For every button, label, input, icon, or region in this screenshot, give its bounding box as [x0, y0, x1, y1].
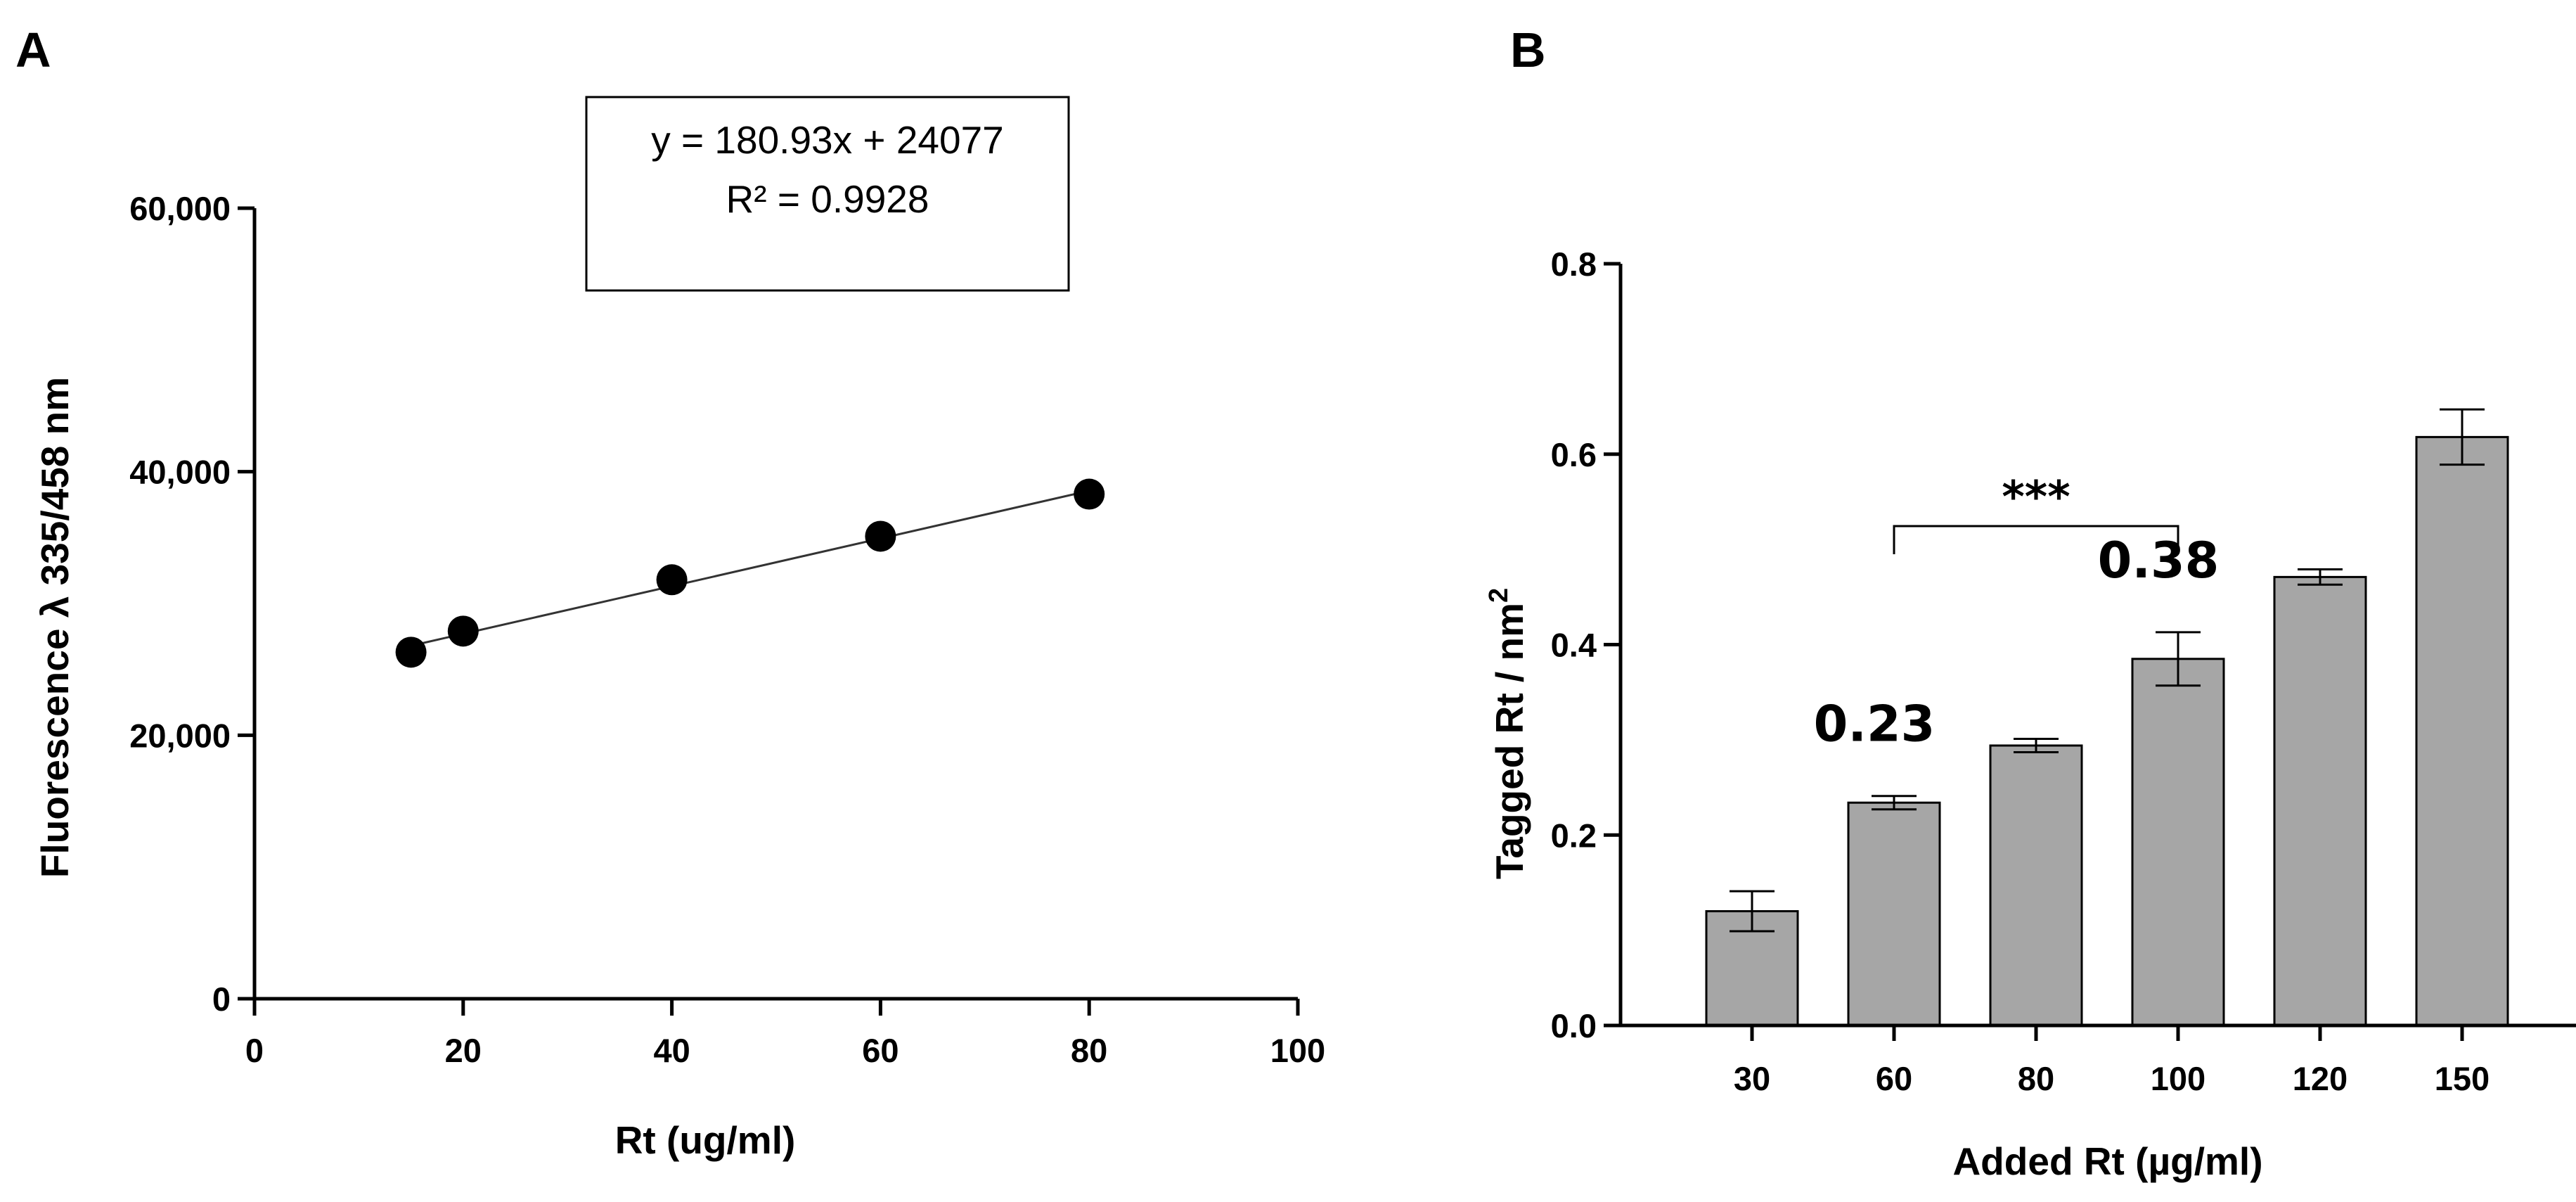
significance-bracket	[1893, 525, 2179, 554]
chart-a-x-tick-label: 20	[445, 1032, 482, 1069]
bar	[2131, 658, 2225, 1027]
panel-a-label: A	[15, 23, 51, 77]
chart-b-x-tick-label: 150	[2435, 1060, 2490, 1097]
chart-b: Tagged Rt / nm2 Added Rt (µg/ml) 30 60 80 1…	[1484, 245, 2576, 1183]
chart-b-x-tick-label: 60	[1876, 1060, 1912, 1097]
chart-a-x-tick-label: 0	[245, 1032, 264, 1069]
chart-a-x-tick-label: 80	[1071, 1032, 1107, 1069]
chart-b-y-tick-label: 0.2	[1551, 817, 1597, 854]
chart-b-y-axis-title: Tagged Rt / nm2	[1484, 588, 1531, 879]
chart-a-x-tick-label: 60	[862, 1032, 899, 1069]
chart-a: y = 180.93x + 24077 R² = 0.9928 Fluoresc…	[33, 96, 1325, 1162]
chart-b-x-tick-label: 100	[2151, 1060, 2205, 1097]
chart-b-y-axis-title-sup: 2	[1484, 588, 1514, 603]
bar-value-annotation: 0.38	[2098, 532, 2220, 589]
chart-b-x-tick-label: 30	[1734, 1060, 1770, 1097]
bar	[1847, 801, 1941, 1027]
chart-a-y-tick-label: 40,000	[129, 454, 231, 491]
trend-line	[411, 490, 1090, 647]
r-squared-text: R² = 0.9928	[726, 177, 929, 221]
chart-a-y-tick-label: 60,000	[129, 190, 231, 227]
equation-text: y = 180.93x + 24077	[651, 118, 1004, 162]
data-point	[865, 520, 896, 552]
chart-a-x-tick-label: 100	[1270, 1032, 1325, 1069]
chart-b-y-tick-label: 0.6	[1551, 436, 1597, 473]
data-point	[656, 564, 688, 596]
chart-b-x-axis-title: Added Rt (µg/ml)	[1952, 1139, 2262, 1183]
chart-b-y-tick-label: 0.4	[1551, 627, 1597, 664]
data-point	[395, 637, 427, 668]
chart-b-y-tick-label: 0.0	[1551, 1007, 1597, 1044]
chart-b-y-axis-title-main: Tagged Rt / nm	[1488, 603, 1531, 879]
chart-b-y-tick-label: 0.8	[1551, 245, 1597, 283]
chart-b-x-tick-label: 120	[2293, 1060, 2348, 1097]
data-point	[1074, 478, 1105, 510]
chart-a-x-tick-label: 40	[653, 1032, 690, 1069]
chart-a-x-axis-title: Rt (ug/ml)	[615, 1118, 796, 1162]
chart-b-x-tick-label: 80	[2018, 1060, 2054, 1097]
chart-a-y-tick-label: 0	[212, 980, 231, 1018]
data-point	[447, 615, 479, 647]
bar	[2415, 435, 2509, 1027]
significance-marker: ***	[2002, 471, 2070, 523]
bar	[2273, 575, 2367, 1027]
panel-b-label: B	[1510, 23, 1546, 77]
bar-value-annotation: 0.23	[1814, 696, 1936, 753]
chart-a-y-axis-title: Fluorescence λ 335/458 nm	[33, 377, 77, 878]
equation-box	[585, 96, 1070, 292]
bar	[1989, 744, 2083, 1027]
chart-a-y-tick-label: 20,000	[129, 717, 231, 754]
